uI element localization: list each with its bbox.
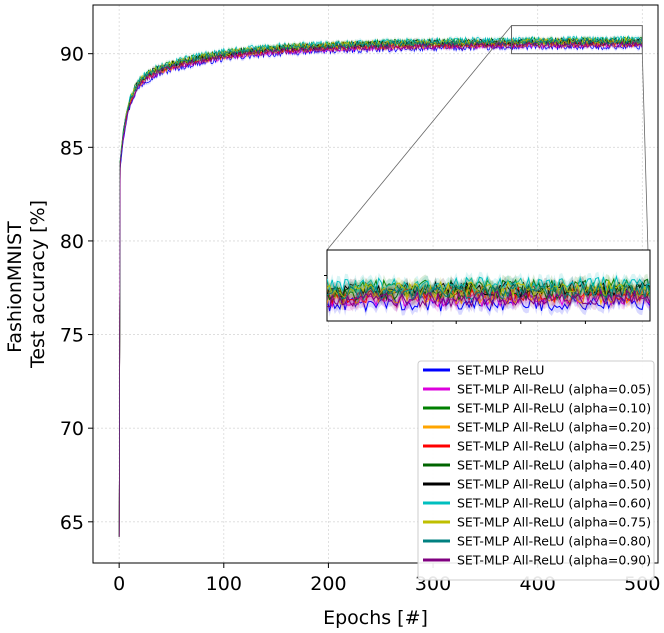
x-axis-title: Epochs [#] <box>323 607 428 629</box>
y-tick-label: 90 <box>60 44 84 66</box>
y-tick-label: 70 <box>60 418 84 440</box>
zoom-series-band <box>327 273 650 302</box>
zoom-connector <box>326 25 512 251</box>
series-line <box>118 34 643 537</box>
zoom-inset <box>324 25 651 324</box>
x-tick-label: 0 <box>113 573 125 595</box>
y-axis-title: FashionMNIST Test accuracy [%] <box>4 200 49 369</box>
zoom-series-line <box>327 289 650 309</box>
zoom-series-line <box>327 293 650 313</box>
legend-label: SET-MLP All-ReLU (alpha=0.60) <box>457 496 651 511</box>
zoom-series-band <box>327 275 650 304</box>
zoom-series-line <box>327 287 650 306</box>
legend-label: SET-MLP ReLU <box>457 363 544 378</box>
y-tick-label: 80 <box>60 231 84 253</box>
series-layer <box>118 33 643 540</box>
legend-label: SET-MLP All-ReLU (alpha=0.05) <box>457 382 651 397</box>
zoom-source-box <box>511 25 643 55</box>
y-tick-label: 85 <box>60 137 84 159</box>
legend-label: SET-MLP All-ReLU (alpha=0.80) <box>457 534 651 549</box>
zoom-series-band <box>327 278 650 306</box>
x-tick-label: 100 <box>206 573 242 595</box>
y-tick-label: 65 <box>60 512 84 534</box>
series-line <box>118 37 643 537</box>
zoom-series-line <box>327 282 650 302</box>
x-tick-label: 200 <box>310 573 346 595</box>
zoom-series-band <box>327 275 650 304</box>
zoom-series-line <box>327 289 650 309</box>
plot-frame <box>92 4 659 564</box>
legend: SET-MLP ReLU SET-MLP All-ReLU (alpha=0.05… <box>417 360 655 581</box>
y-tick-label: 75 <box>60 325 84 347</box>
series-line <box>118 40 643 537</box>
legend-label: SET-MLP All-ReLU (alpha=0.90) <box>457 553 651 568</box>
legend-label: SET-MLP All-ReLU (alpha=0.20) <box>457 420 651 435</box>
y-axis-title-line-2: Test accuracy [%] <box>27 200 49 369</box>
zoom-series-line <box>327 284 650 305</box>
legend-label: SET-MLP All-ReLU (alpha=0.25) <box>457 439 651 454</box>
legend-label: SET-MLP All-ReLU (alpha=0.75) <box>457 515 651 530</box>
zoom-series-band <box>327 284 650 313</box>
zoom-series-layer <box>327 271 650 317</box>
legend-box <box>417 360 655 581</box>
legend-label: SET-MLP All-ReLU (alpha=0.40) <box>457 458 651 473</box>
y-axis-title-line-1: FashionMNIST <box>4 221 26 353</box>
legend-label: SET-MLP All-ReLU (alpha=0.50) <box>457 477 651 492</box>
legend-label: SET-MLP All-ReLU (alpha=0.10) <box>457 401 651 416</box>
